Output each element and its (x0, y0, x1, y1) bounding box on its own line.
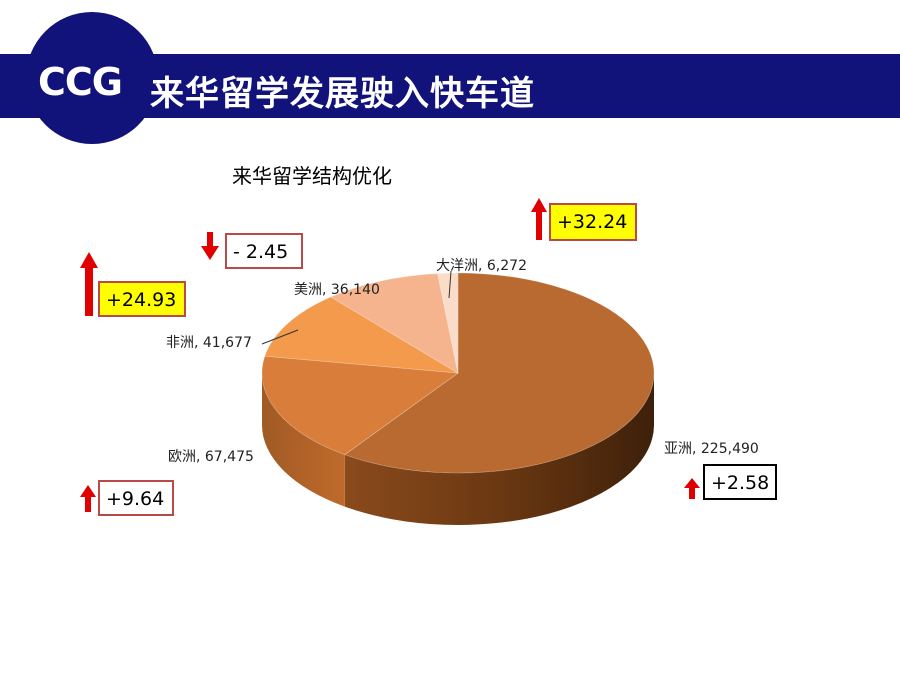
change-box-africa: +24.93 (98, 281, 186, 317)
pie-slice-americas (329, 273, 459, 374)
up-arrow-icon (684, 478, 700, 499)
slice-label-africa: 非洲, 41,677 (166, 335, 252, 351)
change-box-europe: +9.64 (98, 480, 174, 516)
leader-line-oceania (448, 270, 452, 299)
slice-label-americas: 美洲, 36,140 (294, 282, 380, 298)
change-box-americas: - 2.45 (225, 233, 303, 269)
chart-title: 来华留学结构优化 (232, 164, 392, 188)
slice-label-asia: 亚洲, 225,490 (664, 441, 759, 457)
pie-side-asia (344, 373, 654, 525)
up-arrow-icon (531, 198, 547, 240)
pie-slice-africa (264, 296, 459, 374)
up-arrow-icon (80, 485, 96, 512)
slice-label-europe: 欧洲, 67,475 (168, 449, 254, 465)
logo: CCG (38, 60, 123, 104)
header-banner (0, 54, 900, 118)
pie-side-europe (262, 373, 345, 507)
change-box-asia: +2.58 (703, 464, 777, 500)
pie-slice-oceania (437, 272, 459, 374)
down-arrow-icon (201, 232, 219, 260)
pie-slice-europe (261, 355, 460, 456)
page-title: 来华留学发展驶入快车道 (150, 74, 535, 114)
slice-label-oceania: 大洋洲, 6,272 (436, 258, 527, 274)
leader-line-africa (261, 329, 299, 345)
up-arrow-icon (80, 252, 98, 316)
change-box-oceania: +32.24 (549, 203, 637, 241)
pie-slice-asia (343, 272, 655, 474)
